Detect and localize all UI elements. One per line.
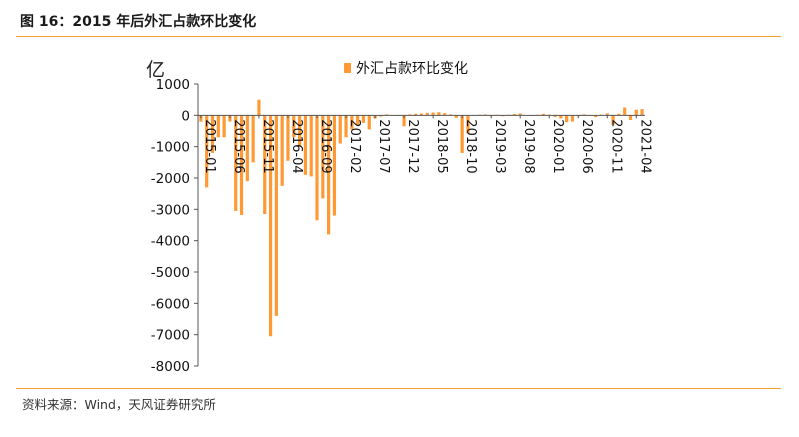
bar-2021-01	[617, 113, 621, 116]
bar-2018-09	[454, 115, 458, 118]
bar-2019-07	[512, 114, 516, 116]
x-tick-label: 2020-11	[608, 119, 623, 173]
y-tick-label: 1000	[156, 77, 190, 93]
x-tick-label: 2020-06	[579, 119, 594, 173]
bar-2020-04	[565, 115, 569, 123]
bar-2016-12	[332, 115, 337, 216]
legend: 外汇占款环比变化	[344, 61, 468, 77]
bar-2016-11	[327, 115, 331, 235]
y-unit-label: 亿	[146, 59, 165, 81]
legend-swatch	[344, 63, 351, 73]
x-tick-label: 2019-08	[521, 119, 536, 173]
y-tick-label: -1000	[151, 140, 190, 156]
bar-2015-05	[222, 115, 226, 138]
x-tick-label: 2015-11	[260, 119, 275, 173]
bar-2019-12	[541, 113, 545, 116]
bar-2017-03	[350, 115, 354, 130]
bar-2016-10	[321, 115, 325, 199]
bar-2016-07	[303, 115, 307, 175]
bar-2020-05	[570, 115, 575, 122]
bar-2016-01	[268, 115, 273, 337]
y-tick-label: -4000	[151, 234, 190, 250]
x-tick-label: 2020-01	[550, 119, 565, 173]
bar-2017-01	[338, 115, 342, 144]
bar-2020-03	[559, 115, 563, 119]
x-tick-label: 2016-04	[289, 119, 304, 173]
bar-2017-12	[402, 115, 406, 127]
bar-2017-06	[367, 115, 371, 130]
bar-2019-08	[518, 113, 522, 116]
bar-2015-03	[210, 115, 215, 153]
bar-2021-02	[623, 107, 627, 116]
bar-2016-04	[286, 115, 290, 161]
y-tick-label: -8000	[151, 359, 190, 375]
bar-2017-08	[379, 115, 383, 117]
y-axis: 1000 0 -1000 -2000 -3000 -4000 -5000 -6000 -7000…	[151, 77, 199, 375]
y-tick-label: -6000	[151, 296, 190, 312]
bar-2021-05	[640, 109, 644, 116]
figure-header: 图 16：2015 年后外汇占款环比变化	[0, 0, 799, 40]
x-tick-label: 2018-10	[463, 119, 478, 173]
x-tick-label: 2015-01	[202, 119, 217, 173]
bar-2018-10	[460, 115, 464, 153]
x-tick-label: 2015-06	[231, 119, 246, 173]
bar-2018-04	[425, 112, 429, 116]
bar-2015-06	[228, 115, 232, 122]
bar-2021-03	[628, 115, 633, 121]
y-tick-label: -2000	[151, 171, 190, 187]
source-note: 资料来源：Wind，天风证券研究所	[22, 397, 216, 412]
bar-2016-03	[280, 115, 284, 186]
bar-2015-10	[251, 115, 255, 163]
bar-chart: 亿 外汇占款环比变化 1000 0 -1000 -2000 -3000 -4000 -500…	[146, 59, 652, 375]
bar-2018-02	[414, 113, 418, 116]
bar-2015-09	[245, 115, 249, 182]
top-divider	[16, 36, 781, 37]
bar-2015-07	[234, 115, 238, 211]
y-tick-label: 0	[181, 108, 190, 124]
bar-2017-05	[361, 115, 366, 123]
bar-2015-01	[199, 115, 203, 122]
bar-2017-04	[356, 115, 360, 125]
bar-2015-11	[257, 99, 261, 116]
bar-2015-12	[263, 115, 267, 215]
x-tick-label: 2018-05	[434, 119, 449, 173]
bar-2016-06	[297, 115, 302, 147]
bar-2018-06	[437, 112, 441, 116]
chart-area: 亿 外汇占款环比变化 1000 0 -1000 -2000 -3000 -4000 -500…	[0, 40, 799, 385]
bar-2018-03	[419, 113, 424, 116]
x-tick-label: 2016-09	[318, 119, 333, 173]
x-tick-label: 2017-02	[347, 119, 362, 173]
bar-2021-04	[634, 109, 638, 116]
bar-2016-09	[315, 115, 319, 221]
bar-2020-09	[594, 115, 598, 118]
bar-2015-08	[239, 115, 244, 215]
figure-title: 图 16：2015 年后外汇占款环比变化	[20, 14, 257, 30]
legend-label: 外汇占款环比变化	[356, 61, 468, 77]
y-tick-label: -7000	[151, 328, 190, 344]
bar-2015-04	[216, 115, 220, 138]
x-tick-label: 2017-07	[376, 119, 391, 173]
bottom-divider	[16, 388, 781, 389]
bar-2020-12	[611, 115, 615, 125]
y-tick-label: -3000	[151, 202, 190, 218]
bar-2018-07	[443, 113, 447, 116]
bar-2015-02	[205, 115, 209, 188]
bar-2018-11	[466, 115, 470, 134]
bar-2016-05	[292, 115, 296, 138]
bar-2020-11	[605, 113, 609, 116]
bar-2020-02	[553, 115, 557, 117]
bar-2017-02	[344, 115, 348, 138]
y-tick-label: -5000	[151, 265, 190, 281]
x-tick-label: 2017-12	[405, 119, 420, 173]
bar-2018-05	[431, 112, 435, 116]
x-tick-label: 2021-04	[637, 119, 652, 173]
bar-2016-08	[309, 115, 313, 177]
x-axis: 2015-01 2015-06 2015-11 2016-04 2016-09 2017-…	[198, 114, 652, 174]
x-tick-label: 2019-03	[492, 119, 507, 173]
bar-2016-02	[274, 115, 278, 316]
